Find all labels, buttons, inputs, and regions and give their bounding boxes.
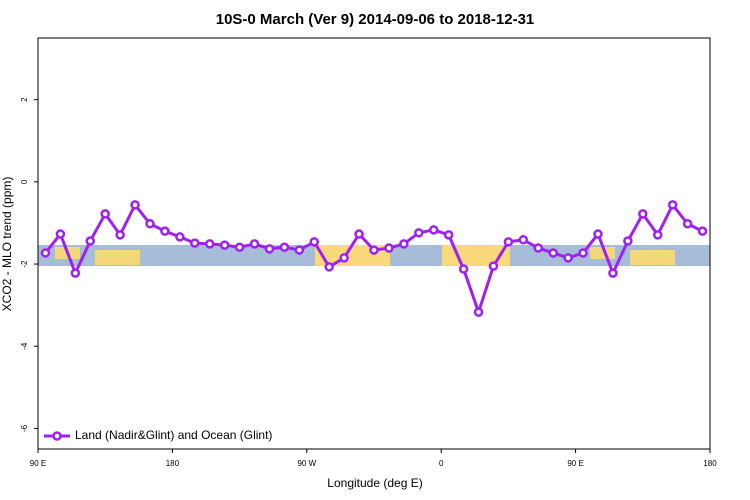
land-patch [590,247,615,259]
x-tick-label: 90 E [30,459,46,468]
data-point [548,248,558,258]
data-point [443,230,454,240]
data-point [518,235,529,245]
y-tick-label: 2 [20,97,29,102]
x-tick-label: 180 [703,459,717,468]
data-point [309,237,320,247]
data-point [339,253,349,263]
data-point [638,209,648,219]
data-point [324,262,334,272]
data-point [414,228,424,238]
data-point [264,244,275,254]
data-point [608,268,618,278]
y-tick-label: -2 [20,260,29,268]
data-point [593,229,603,239]
legend-label: Land (Nadir&Glint) and Ocean (Glint) [75,428,272,442]
x-tick-label: 180 [166,459,180,468]
data-point [85,236,96,246]
legend-marker [52,431,62,441]
data-point [473,307,484,317]
data-point [279,242,290,252]
data-point [219,240,230,250]
x-axis-label: Longitude (deg E) [327,476,422,490]
y-tick-label: -6 [20,424,29,432]
data-point [682,219,693,229]
land-patch [630,250,675,265]
x-tick-label: 90 W [297,459,316,468]
y-tick-label: 0 [20,179,29,184]
data-point [70,268,81,278]
data-point [145,219,155,229]
y-tick-label: -4 [20,342,29,350]
data-point [234,242,245,252]
data-point [563,253,573,263]
data-point [100,209,110,219]
x-tick-label: 90 E [567,459,583,468]
data-point [578,248,588,258]
data-point [488,261,499,271]
chart-title: 10S-0 March (Ver 9) 2014-09-06 to 2018-1… [216,11,535,28]
data-point [458,264,469,274]
data-point [667,200,678,210]
data-point [55,229,66,239]
data-point [399,239,409,249]
data-point [384,243,394,253]
data-point [533,243,544,253]
data-point [697,226,708,236]
data-point [190,238,200,248]
data-point [115,230,125,240]
y-axis-label: XCO2 - MLO trend (ppm) [0,177,14,312]
land-patch [95,250,140,265]
plot-frame [37,37,711,450]
data-point [623,236,633,246]
x-tick-label: 0 [439,459,444,468]
data-point [503,237,514,247]
data-point [40,248,51,258]
data-point [354,229,364,239]
data-point [369,245,379,255]
data-point [160,226,170,236]
data-point [428,225,439,235]
data-point [294,245,305,255]
data-point [249,239,260,249]
data-point [175,232,185,242]
data-point [652,230,663,240]
data-point [130,200,140,210]
data-point [204,239,215,249]
